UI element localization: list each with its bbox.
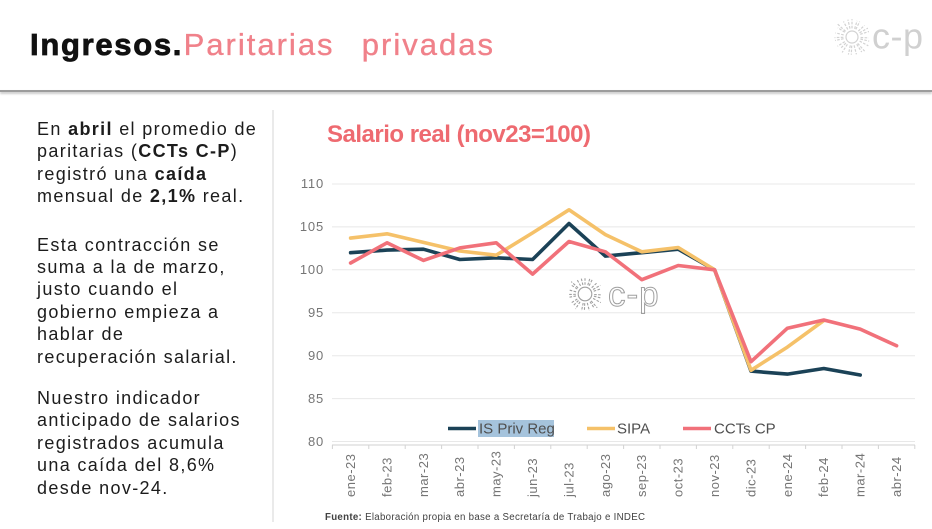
svg-text:nov-23: nov-23	[707, 454, 722, 497]
svg-text:jun-23: jun-23	[525, 458, 540, 498]
svg-text:105: 105	[300, 219, 324, 234]
svg-text:ago-23: ago-23	[598, 454, 613, 497]
svg-text:ene-24: ene-24	[780, 454, 795, 497]
svg-text:feb-23: feb-23	[379, 457, 394, 497]
svg-text:CCTs CP: CCTs CP	[714, 421, 776, 438]
svg-text:100: 100	[300, 262, 324, 277]
svg-text:jul-23: jul-23	[561, 462, 576, 498]
svg-text:c-p: c-p	[608, 275, 660, 314]
svg-text:IS Priv Reg: IS Priv Reg	[479, 421, 555, 438]
svg-text:may-23: may-23	[489, 451, 504, 497]
svg-text:80: 80	[308, 434, 324, 449]
svg-text:ene-23: ene-23	[343, 454, 358, 497]
svg-text:mar-23: mar-23	[416, 453, 431, 497]
svg-text:SIPA: SIPA	[617, 421, 650, 438]
svg-text:dic-23: dic-23	[743, 459, 758, 497]
svg-text:feb-24: feb-24	[816, 457, 831, 497]
svg-text:c-p: c-p	[872, 16, 924, 57]
svg-text:abr-24: abr-24	[889, 456, 904, 497]
svg-text:95: 95	[308, 305, 324, 320]
svg-text:abr-23: abr-23	[452, 456, 467, 497]
svg-text:85: 85	[308, 391, 324, 406]
svg-text:110: 110	[301, 176, 324, 191]
svg-text:oct-23: oct-23	[671, 458, 686, 497]
svg-text:sep-23: sep-23	[634, 454, 649, 497]
svg-text:mar-24: mar-24	[853, 453, 868, 497]
svg-text:90: 90	[308, 348, 324, 363]
